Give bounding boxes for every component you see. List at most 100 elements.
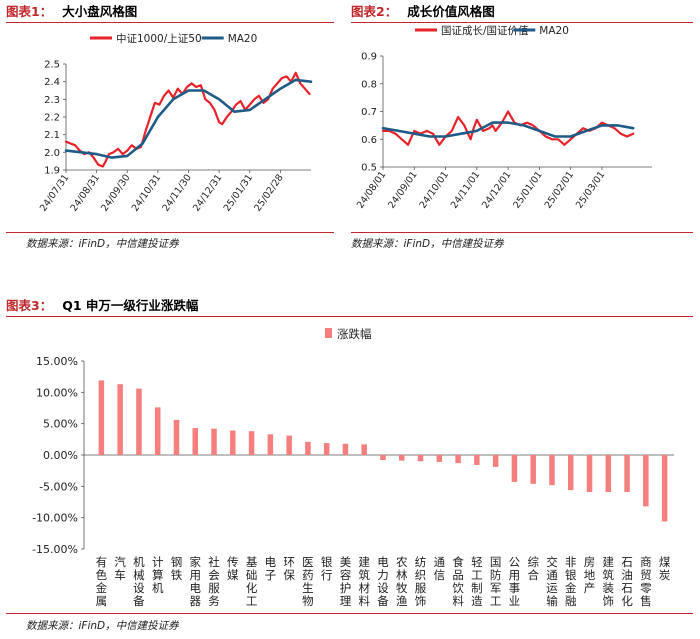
chart3-bar — [567, 455, 574, 491]
chart1-y-tick-label: 2.3 — [44, 95, 60, 106]
chart3-bar — [267, 434, 274, 455]
chart3-y-tick-label: -5.00% — [39, 480, 78, 493]
chart3-bar — [586, 455, 593, 492]
chart3-bar — [361, 444, 367, 455]
chart3-bar — [248, 431, 255, 455]
chart2-label: 图表2： — [351, 4, 398, 19]
chart3-bar — [305, 441, 311, 455]
chart2-legend-label: 国证成长/国证价值 — [441, 24, 529, 37]
chart2-title: 成长价值风格图 — [407, 4, 495, 19]
chart3-bar — [643, 455, 649, 507]
chart2-bottom-rule — [351, 232, 693, 233]
chart3-bar — [436, 455, 443, 462]
chart3-bar — [380, 455, 386, 461]
chart3-y-tick-label: 15.00% — [36, 355, 78, 368]
chart3-y-tick-label: 10.00% — [36, 386, 78, 399]
chart3-bar — [342, 443, 349, 455]
chart1-y-tick-label: 2.0 — [44, 148, 60, 159]
chart2-y-tick-label: 0.5 — [361, 163, 377, 174]
chart2-header: 图表2： 成长价值风格图 — [351, 4, 693, 23]
chart3-category-label: 基础化工 — [246, 555, 258, 608]
chart3-bar — [173, 419, 180, 455]
chart3-category-label: 计算机 — [152, 555, 164, 595]
chart3-bar — [492, 455, 499, 467]
chart3-category-label: 农林牧渔 — [396, 555, 408, 608]
chart3-bar — [624, 455, 630, 492]
chart3-bar — [530, 455, 536, 484]
chart1-legend-label: 中证1000/上证50 — [116, 32, 202, 45]
chart1-y-tick-label: 1.9 — [44, 166, 60, 177]
chart3-bar — [136, 388, 142, 455]
chart2-x-tick-label: 24/10/01 — [418, 169, 451, 210]
chart2-source: 数据来源：iFinD，中信建投证券 — [351, 238, 504, 250]
chart3-bar — [192, 428, 199, 455]
chart3-category-label: 医药生物 — [302, 555, 314, 608]
chart3-category-label: 商贸零售 — [640, 555, 652, 608]
chart3-bar — [455, 455, 461, 464]
chart2-x-tick-label: 24/12/01 — [480, 169, 513, 210]
chart3-bar — [399, 455, 405, 461]
chart3-category-label: 食品饮料 — [452, 555, 464, 608]
chart3-bar — [154, 407, 161, 455]
chart3-bar — [417, 455, 424, 462]
chart3-bar — [661, 455, 668, 522]
chart3-category-label: 银行 — [321, 555, 333, 582]
chart1-x-tick-label: 24/10/31 — [130, 172, 163, 213]
chart1-x-tick-label: 24/08/31 — [69, 172, 102, 213]
chart3-category-label: 电力设备 — [377, 555, 389, 608]
chart2-y-tick-label: 0.6 — [361, 135, 377, 146]
chart1-x-tick-label: 25/01/31 — [222, 172, 255, 213]
chart3-bar — [211, 428, 217, 455]
chart1-y-tick-label: 2.5 — [44, 60, 60, 71]
chart1-title: 大小盘风格图 — [62, 4, 138, 19]
chart3-bar — [286, 435, 292, 455]
chart3-bar — [230, 430, 236, 455]
chart3-label: 图表3： — [6, 298, 53, 313]
chart1-x-tick-label: 24/12/31 — [191, 172, 224, 213]
chart3-category-label: 通信 — [434, 555, 446, 582]
chart1-x-tick-label: 25/02/28 — [252, 172, 285, 213]
chart1-ma20-line — [64, 78, 313, 159]
chart2-x-tick-label: 25/01/01 — [511, 169, 544, 210]
chart3-category-label: 纺织服饰 — [415, 555, 427, 608]
chart3-bottom-rule — [6, 613, 693, 614]
chart2-x-tick-label: 24/11/01 — [449, 169, 482, 210]
chart1-header: 图表1： 大小盘风格图 — [6, 4, 334, 23]
chart3-y-tick-label: 0.00% — [43, 449, 78, 462]
chart3-category-label: 传媒 — [227, 555, 239, 582]
chart3-header: 图表3： Q1 申万一级行业涨跌幅 — [6, 298, 693, 317]
chart3-category-label: 家用电器 — [190, 555, 202, 608]
chart3-category-label: 房地产 — [584, 555, 596, 595]
chart3-y-tick-label: -15.00% — [32, 543, 78, 556]
chart3-category-label: 综合 — [527, 555, 539, 582]
chart3-bar — [549, 455, 555, 486]
chart3-bar — [511, 455, 518, 482]
chart3-category-label: 环保 — [283, 555, 295, 582]
chart3-y-tick-label: -10.00% — [32, 512, 78, 525]
chart2-y-tick-label: 0.7 — [361, 107, 377, 118]
chart1-x-tick-label: 24/07/31 — [38, 172, 71, 213]
chart3-category-label: 机械设备 — [133, 555, 145, 608]
chart3-category-label: 建筑装饰 — [603, 555, 615, 608]
chart3-category-label: 建筑材料 — [358, 555, 370, 608]
chart2-x-tick-label: 25/03/01 — [574, 169, 607, 210]
chart3-y-tick-label: 5.00% — [43, 418, 78, 431]
chart1-bottom-rule — [6, 232, 334, 233]
chart3-title: Q1 申万一级行业涨跌幅 — [62, 298, 199, 313]
chart2-ma20-line — [381, 121, 635, 138]
chart3-category-label: 国防军工 — [490, 555, 502, 608]
chart3-category-label: 有色金属 — [96, 555, 108, 608]
chart3-bar — [474, 455, 480, 466]
chart1-y-tick-label: 2.4 — [44, 77, 60, 88]
chart3-category-label: 煤炭 — [659, 555, 671, 582]
chart3-bar — [605, 455, 612, 492]
chart1-ratio-line — [64, 71, 311, 168]
chart1-y-tick-label: 2.1 — [44, 130, 60, 141]
chart3-source: 数据来源：iFinD，中信建投证券 — [26, 620, 179, 632]
chart3-category-label: 钢铁 — [171, 555, 183, 582]
chart1-x-tick-label: 24/11/30 — [160, 172, 193, 213]
chart3-legend-swatch — [325, 328, 332, 338]
chart3-category-label: 非银金融 — [565, 555, 577, 608]
chart1-legend-label: MA20 — [228, 33, 258, 45]
